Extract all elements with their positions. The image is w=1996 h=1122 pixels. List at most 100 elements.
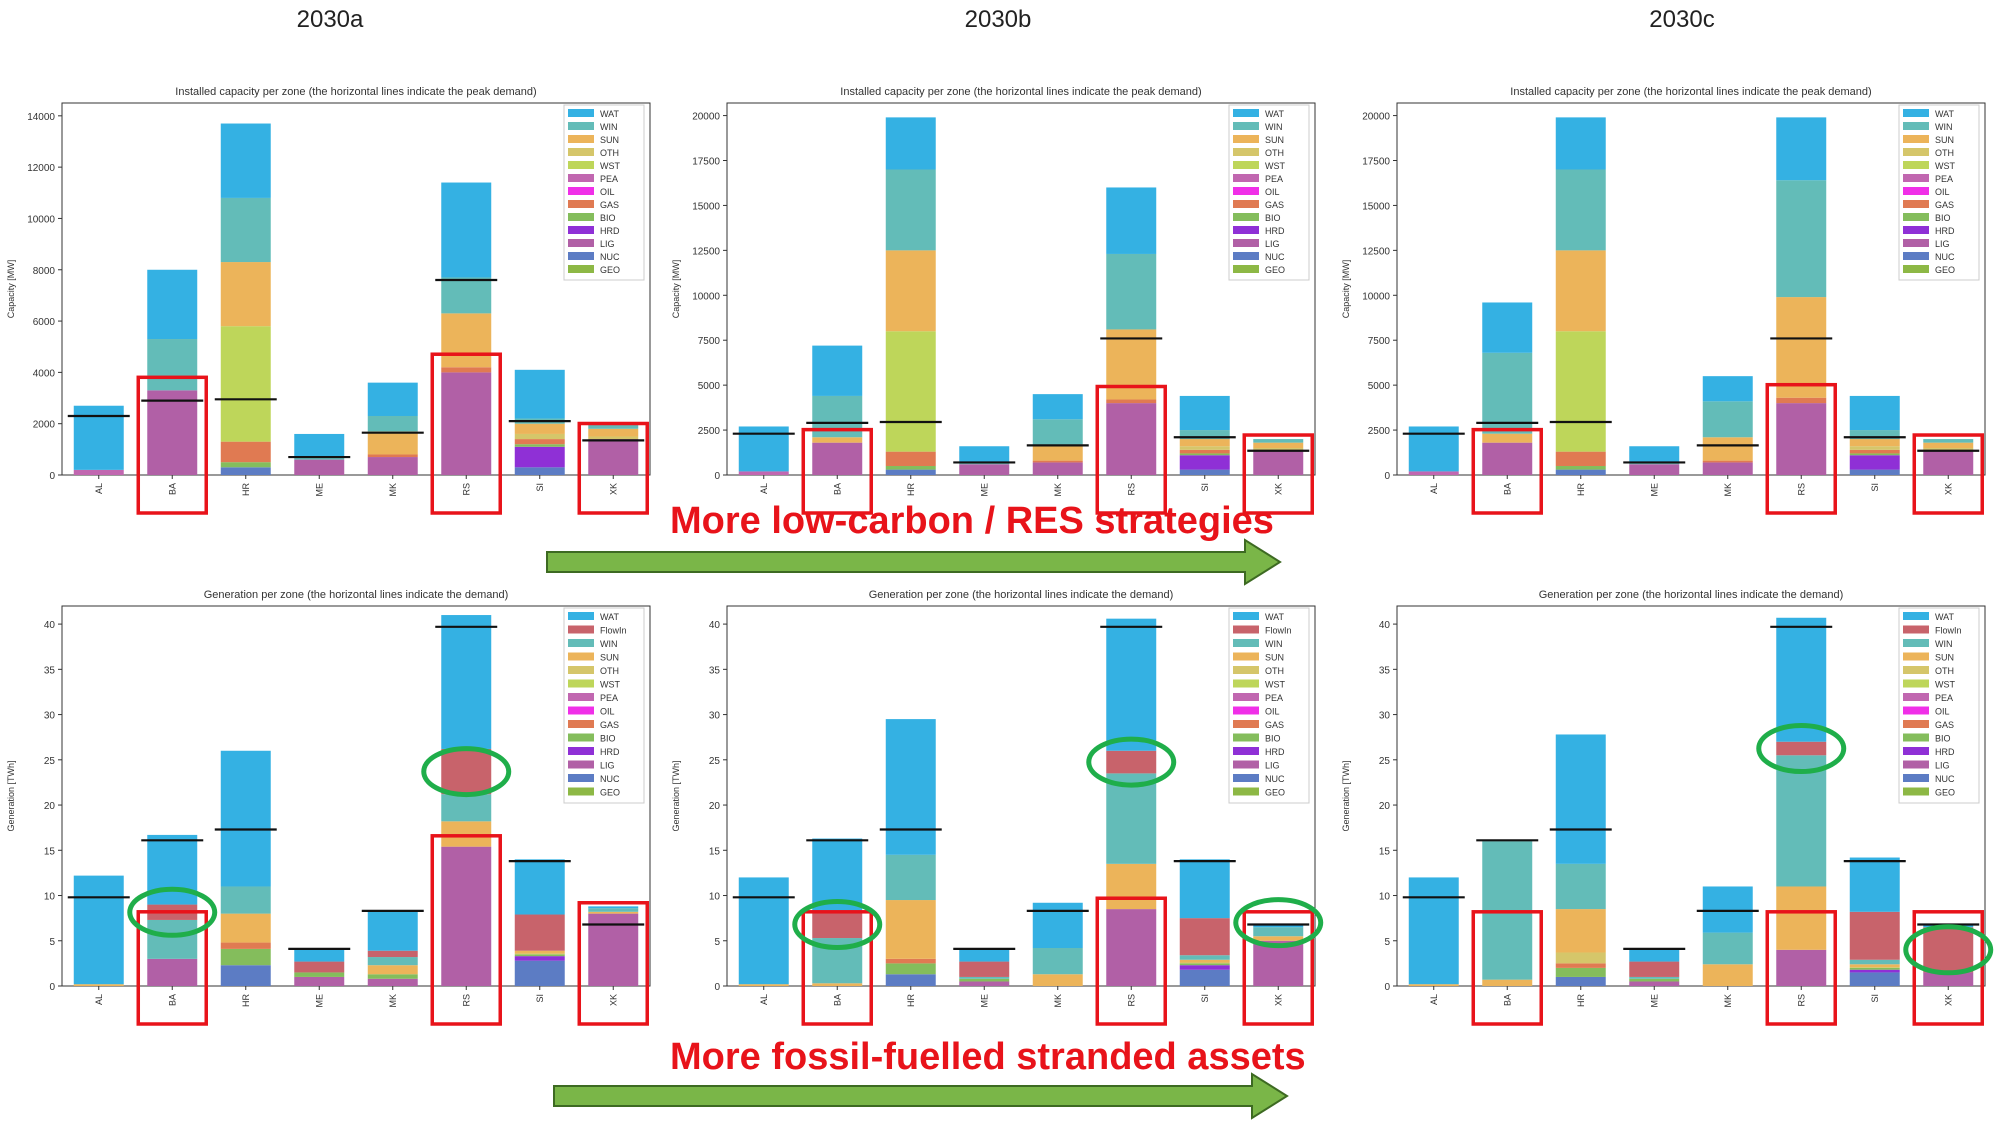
legend-label: OIL — [1265, 187, 1280, 197]
y-tick-label: 5 — [714, 937, 720, 948]
x-tick-label: AL — [1429, 994, 1439, 1005]
x-tick-label: ME — [979, 483, 989, 497]
legend-label: GEO — [600, 265, 620, 275]
bar-segment — [294, 961, 345, 973]
bar-segment — [885, 250, 936, 332]
bar-segment — [1482, 979, 1533, 986]
bar-segment — [1555, 451, 1606, 467]
legend-swatch — [568, 760, 594, 769]
legend-swatch — [1903, 174, 1929, 182]
x-tick-label: AL — [94, 994, 104, 1005]
y-tick-label: 15000 — [692, 201, 720, 212]
y-tick-label: 12500 — [692, 246, 720, 257]
legend-label: GEO — [600, 788, 620, 798]
y-axis-label: Generation [TWh] — [671, 760, 681, 831]
legend-swatch — [568, 706, 594, 715]
bar-segment — [441, 277, 492, 314]
banner-low-carbon: More low-carbon / RES strategies — [670, 500, 1274, 542]
legend-swatch — [1903, 652, 1929, 661]
y-tick-label: 25 — [709, 756, 721, 767]
bar-segment — [514, 369, 565, 419]
x-tick-label: ME — [979, 994, 989, 1008]
legend-label: OIL — [1935, 707, 1950, 717]
bar-segment — [1179, 962, 1230, 964]
legend-swatch — [568, 679, 594, 688]
bar-segment — [514, 446, 565, 468]
y-tick-label: 0 — [1384, 471, 1390, 482]
legend-label: HRD — [1935, 226, 1955, 236]
bar-segment — [1179, 430, 1230, 440]
y-tick-label: 20 — [1379, 801, 1391, 812]
legend-label: WAT — [600, 109, 619, 119]
legend-label: WST — [1265, 680, 1285, 690]
y-tick-label: 5 — [49, 937, 55, 948]
legend-swatch — [568, 666, 594, 674]
legend-label: OIL — [600, 187, 615, 197]
x-tick-label: HR — [1576, 994, 1586, 1007]
bar-segment — [1776, 180, 1827, 298]
y-axis-label: Capacity [MW] — [671, 260, 681, 319]
bar-segment — [959, 978, 1010, 982]
x-tick-label: MK — [388, 483, 398, 497]
legend-swatch — [568, 747, 594, 755]
chart-generation-2030b: Generation per zone (the horizontal line… — [665, 588, 1325, 1033]
y-tick-label: 7500 — [1368, 336, 1391, 347]
bar-segment — [1923, 927, 1974, 973]
x-tick-label: RS — [461, 994, 471, 1007]
legend-swatch — [1903, 122, 1929, 130]
legend-label: LIG — [600, 761, 615, 771]
bar-segment — [1702, 462, 1753, 475]
bar-segment — [1849, 964, 1900, 967]
bar-segment — [1849, 967, 1900, 968]
bar-segment — [1849, 439, 1900, 447]
bar-segment — [1555, 963, 1606, 968]
x-tick-label: BA — [832, 483, 842, 495]
x-tick-label: BA — [1502, 483, 1512, 495]
legend-label: GAS — [1935, 720, 1954, 730]
bar-segment — [885, 958, 936, 964]
bar-segment — [367, 415, 418, 432]
bar-segment — [294, 459, 345, 475]
bar-segment — [1106, 253, 1157, 330]
legend-label: WST — [1265, 161, 1285, 171]
legend-swatch — [568, 200, 594, 208]
y-tick-label: 14000 — [27, 112, 55, 123]
y-tick-label: 2500 — [1368, 426, 1391, 437]
legend-swatch — [568, 122, 594, 130]
legend-swatch — [568, 639, 594, 647]
legend-swatch — [1233, 679, 1259, 688]
bar-segment — [1106, 329, 1157, 400]
legend-swatch — [568, 135, 594, 143]
bar-segment — [1629, 978, 1680, 982]
bar-segment — [1179, 959, 1230, 963]
x-tick-label: AL — [759, 994, 769, 1005]
bar-segment — [1849, 395, 1900, 431]
bar-segment — [1702, 886, 1753, 933]
chart-title: Installed capacity per zone (the horizon… — [1510, 86, 1871, 98]
legend-label: LIG — [600, 239, 615, 249]
legend-label: WST — [1935, 680, 1955, 690]
bar-segment — [514, 444, 565, 447]
legend-label: GEO — [1265, 788, 1285, 798]
highlight-box — [1471, 427, 1543, 515]
legend-swatch — [1233, 187, 1259, 195]
bar-segment — [1179, 969, 1230, 986]
bar-segment — [147, 958, 198, 986]
bar-segment — [73, 875, 124, 985]
bar-segment — [1179, 446, 1230, 450]
bar-segment — [441, 846, 492, 986]
legend-label: NUC — [1265, 774, 1285, 784]
legend-swatch — [568, 252, 594, 260]
bar-segment — [514, 423, 565, 434]
bar-segment — [294, 948, 345, 962]
legend-label: OIL — [1935, 187, 1950, 197]
legend-label: SUN — [1935, 653, 1954, 663]
legend-swatch — [568, 265, 594, 273]
bar-segment — [220, 441, 271, 463]
y-tick-label: 20 — [44, 801, 56, 812]
bar-segment — [1849, 449, 1900, 454]
bar-segment — [588, 428, 639, 437]
bar-segment — [147, 390, 198, 475]
y-tick-label: 12500 — [1362, 246, 1390, 257]
chart-title: Installed capacity per zone (the horizon… — [840, 86, 1201, 98]
